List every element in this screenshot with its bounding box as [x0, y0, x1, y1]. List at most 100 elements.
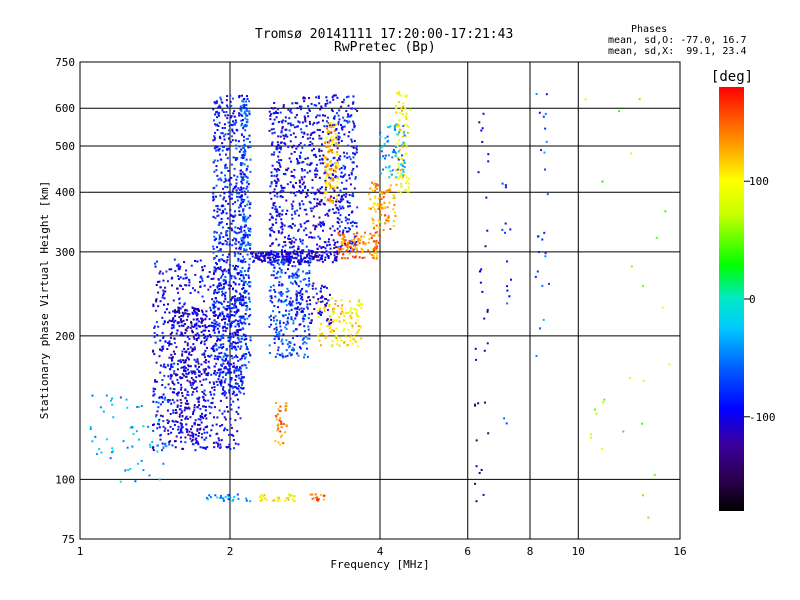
- scatter-point: [226, 114, 229, 117]
- scatter-point: [219, 356, 222, 359]
- scatter-point: [238, 112, 241, 115]
- scatter-point: [247, 274, 250, 277]
- scatter-point: [194, 438, 197, 441]
- scatter-point: [280, 283, 283, 286]
- scatter-point: [238, 213, 241, 216]
- scatter-point: [226, 405, 229, 408]
- scatter-point: [275, 116, 278, 119]
- scatter-point: [225, 261, 228, 264]
- scatter-point: [243, 357, 246, 360]
- scatter-point: [235, 239, 238, 242]
- scatter-point: [402, 168, 405, 171]
- scatter-point: [290, 316, 293, 319]
- scatter-point: [218, 375, 221, 378]
- scatter-point: [244, 150, 247, 153]
- scatter-point: [336, 151, 339, 154]
- scatter-point: [219, 312, 222, 315]
- scatter-point: [231, 135, 234, 138]
- scatter-point: [478, 471, 481, 474]
- scatter-point: [214, 270, 217, 273]
- scatter-point: [186, 399, 189, 402]
- scatter-point: [222, 362, 225, 365]
- scatter-point: [315, 167, 318, 170]
- scatter-point: [336, 241, 339, 244]
- scatter-point: [285, 199, 288, 202]
- scatter-point: [318, 129, 321, 132]
- scatter-point: [228, 362, 231, 365]
- scatter-point: [289, 122, 292, 125]
- scatter-point: [213, 170, 216, 173]
- scatter-point: [248, 285, 251, 288]
- scatter-point: [351, 239, 354, 242]
- scatter-point: [403, 134, 406, 137]
- scatter-point: [184, 396, 187, 399]
- scatter-point: [284, 135, 287, 138]
- scatter-point: [193, 406, 196, 409]
- scatter-point: [285, 128, 288, 131]
- scatter-point: [327, 255, 330, 258]
- scatter-point: [293, 150, 296, 153]
- scatter-point: [191, 312, 194, 315]
- scatter-point: [543, 151, 546, 154]
- scatter-point: [279, 435, 282, 438]
- scatter-point: [330, 195, 333, 198]
- scatter-point: [298, 204, 301, 207]
- scatter-point: [356, 318, 359, 321]
- scatter-point: [246, 253, 249, 256]
- scatter-point: [178, 316, 181, 319]
- scatter-point: [501, 182, 504, 185]
- scatter-point: [218, 234, 221, 237]
- scatter-point: [89, 425, 92, 428]
- scatter-point: [164, 366, 167, 369]
- scatter-point: [374, 185, 377, 188]
- scatter-point: [234, 394, 237, 397]
- scatter-point: [346, 201, 349, 204]
- scatter-point: [298, 121, 301, 124]
- scatter-point: [267, 251, 270, 254]
- scatter-point: [229, 197, 232, 200]
- scatter-point: [273, 168, 276, 171]
- scatter-point: [329, 177, 332, 180]
- scatter-point: [298, 181, 301, 184]
- scatter-point: [241, 146, 244, 149]
- scatter-point: [247, 267, 250, 270]
- scatter-point: [216, 327, 219, 330]
- scatter-point: [167, 429, 170, 432]
- scatter-point: [290, 213, 293, 216]
- scatter-point: [222, 318, 225, 321]
- scatter-point: [241, 99, 244, 102]
- scatter-point: [377, 234, 380, 237]
- scatter-point: [296, 352, 299, 355]
- scatter-point: [242, 210, 245, 213]
- scatter-point: [221, 287, 224, 290]
- scatter-point: [482, 112, 485, 115]
- scatter-point: [271, 242, 274, 245]
- scatter-point: [198, 375, 201, 378]
- scatter-point: [271, 301, 274, 304]
- scatter-point: [263, 258, 266, 261]
- scatter-point: [223, 381, 226, 384]
- scatter-point: [352, 248, 355, 251]
- scatter-point: [297, 260, 300, 263]
- scatter-point: [243, 153, 246, 156]
- scatter-point: [306, 307, 309, 310]
- scatter-point: [373, 189, 376, 192]
- scatter-point: [249, 214, 252, 217]
- scatter-point: [224, 208, 227, 211]
- scatter-point: [192, 343, 195, 346]
- scatter-point: [203, 389, 206, 392]
- scatter-point: [289, 133, 292, 136]
- scatter-point: [185, 318, 188, 321]
- scatter-point: [228, 287, 231, 290]
- scatter-point: [205, 310, 208, 313]
- scatter-point: [156, 260, 159, 263]
- scatter-point: [401, 113, 404, 116]
- scatter-point: [335, 198, 338, 201]
- scatter-point: [269, 114, 272, 117]
- scatter-point: [211, 298, 214, 301]
- scatter-point: [219, 194, 222, 197]
- scatter-point: [231, 287, 234, 290]
- scatter-point: [273, 250, 276, 253]
- scatter-point: [268, 261, 271, 264]
- scatter-point: [334, 168, 337, 171]
